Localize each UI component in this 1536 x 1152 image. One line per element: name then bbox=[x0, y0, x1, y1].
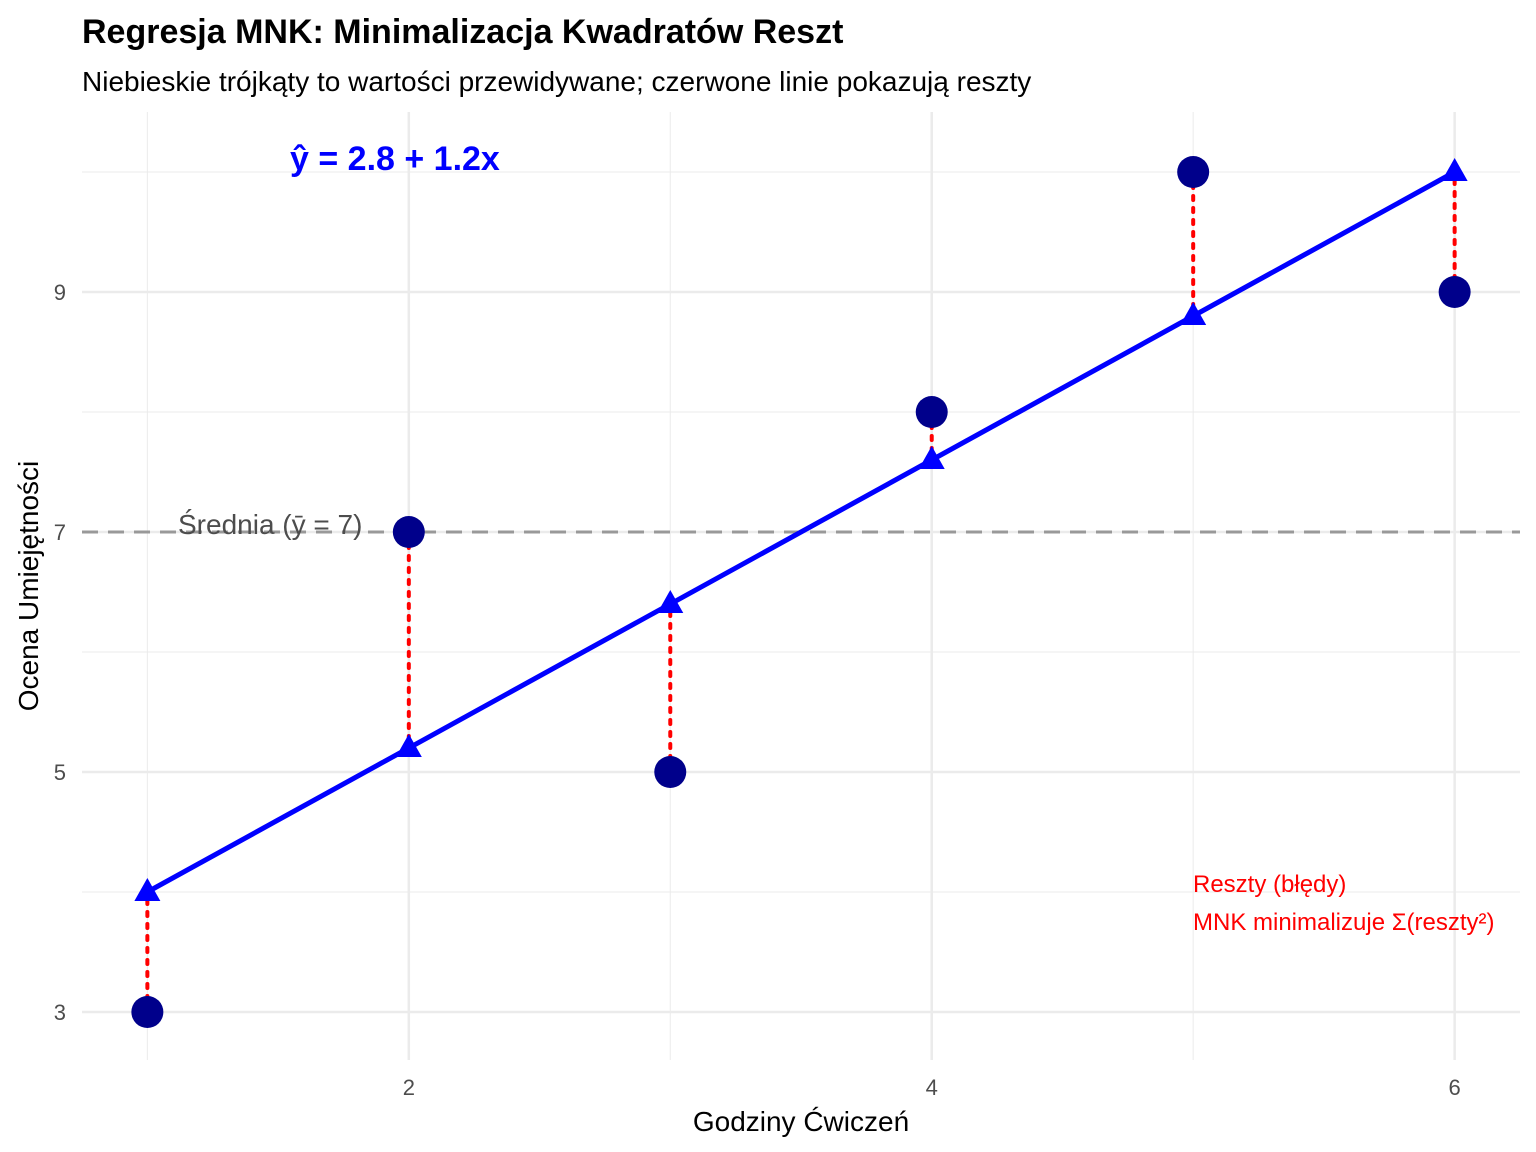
chart-title: Regresja MNK: Minimalizacja Kwadratów Re… bbox=[82, 13, 843, 51]
observed-point bbox=[392, 516, 425, 548]
chart-subtitle: Niebieskie trójkąty to wartości przewidy… bbox=[82, 66, 1031, 97]
observed-point bbox=[1177, 156, 1210, 188]
predicted-points bbox=[134, 158, 1468, 901]
predicted-point bbox=[1441, 158, 1468, 181]
predicted-point bbox=[657, 590, 684, 613]
y-tick-label: 5 bbox=[54, 760, 66, 785]
observed-point bbox=[654, 756, 687, 788]
predicted-point bbox=[1180, 302, 1207, 325]
x-tick-label: 4 bbox=[926, 1075, 938, 1100]
residual-note-line2: MNK minimalizuje Σ(reszty²) bbox=[1193, 909, 1495, 936]
x-axis-title: Godziny Ćwiczeń bbox=[693, 1106, 909, 1137]
predicted-point bbox=[918, 446, 945, 469]
predicted-point bbox=[395, 734, 422, 757]
mean-label: Średnia (ȳ = 7) bbox=[178, 508, 362, 540]
y-tick-labels: 3 5 7 9 bbox=[54, 280, 66, 1025]
x-tick-label: 2 bbox=[403, 1075, 415, 1100]
y-tick-label: 9 bbox=[54, 280, 66, 305]
residual-note-line1: Reszty (błędy) bbox=[1193, 871, 1346, 898]
observed-point bbox=[1438, 276, 1471, 308]
equation-label: ŷ = 2.8 + 1.2x bbox=[290, 140, 500, 178]
observed-point bbox=[131, 996, 164, 1028]
regression-line bbox=[146, 169, 1456, 895]
x-tick-label: 6 bbox=[1449, 1075, 1461, 1100]
observed-points bbox=[131, 156, 1471, 1028]
y-tick-label: 7 bbox=[54, 520, 66, 545]
y-tick-label: 3 bbox=[54, 1000, 66, 1025]
y-axis-title: Ocena Umiejętności bbox=[13, 461, 44, 712]
observed-point bbox=[915, 396, 948, 428]
x-tick-labels: 2 4 6 bbox=[403, 1075, 1461, 1100]
predicted-point bbox=[134, 878, 161, 901]
